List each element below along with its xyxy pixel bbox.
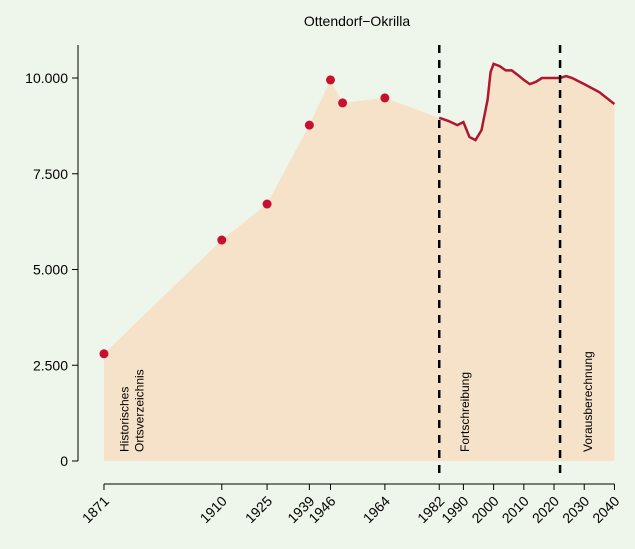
point bbox=[99, 349, 109, 359]
point bbox=[304, 120, 314, 130]
point bbox=[217, 235, 227, 245]
annotation: Historisches bbox=[117, 387, 131, 452]
y-tick-label: 10.000 bbox=[25, 70, 68, 86]
point bbox=[338, 98, 348, 108]
chart-title: Ottendorf−Okrilla bbox=[304, 13, 410, 29]
point bbox=[326, 75, 336, 85]
y-tick-label: 2.500 bbox=[33, 357, 68, 373]
annotation: Vorausberechnung bbox=[581, 351, 595, 452]
y-tick-label: 5.000 bbox=[33, 262, 68, 278]
line bbox=[438, 62, 616, 142]
annotation: Ortsverzeichnis bbox=[132, 369, 146, 452]
area bbox=[103, 63, 615, 462]
y-tick-label: 7.500 bbox=[33, 166, 68, 182]
annotation: Fortschreibung bbox=[458, 372, 472, 452]
point bbox=[380, 93, 390, 103]
point bbox=[262, 199, 272, 209]
y-tick-label: 0 bbox=[60, 453, 68, 469]
